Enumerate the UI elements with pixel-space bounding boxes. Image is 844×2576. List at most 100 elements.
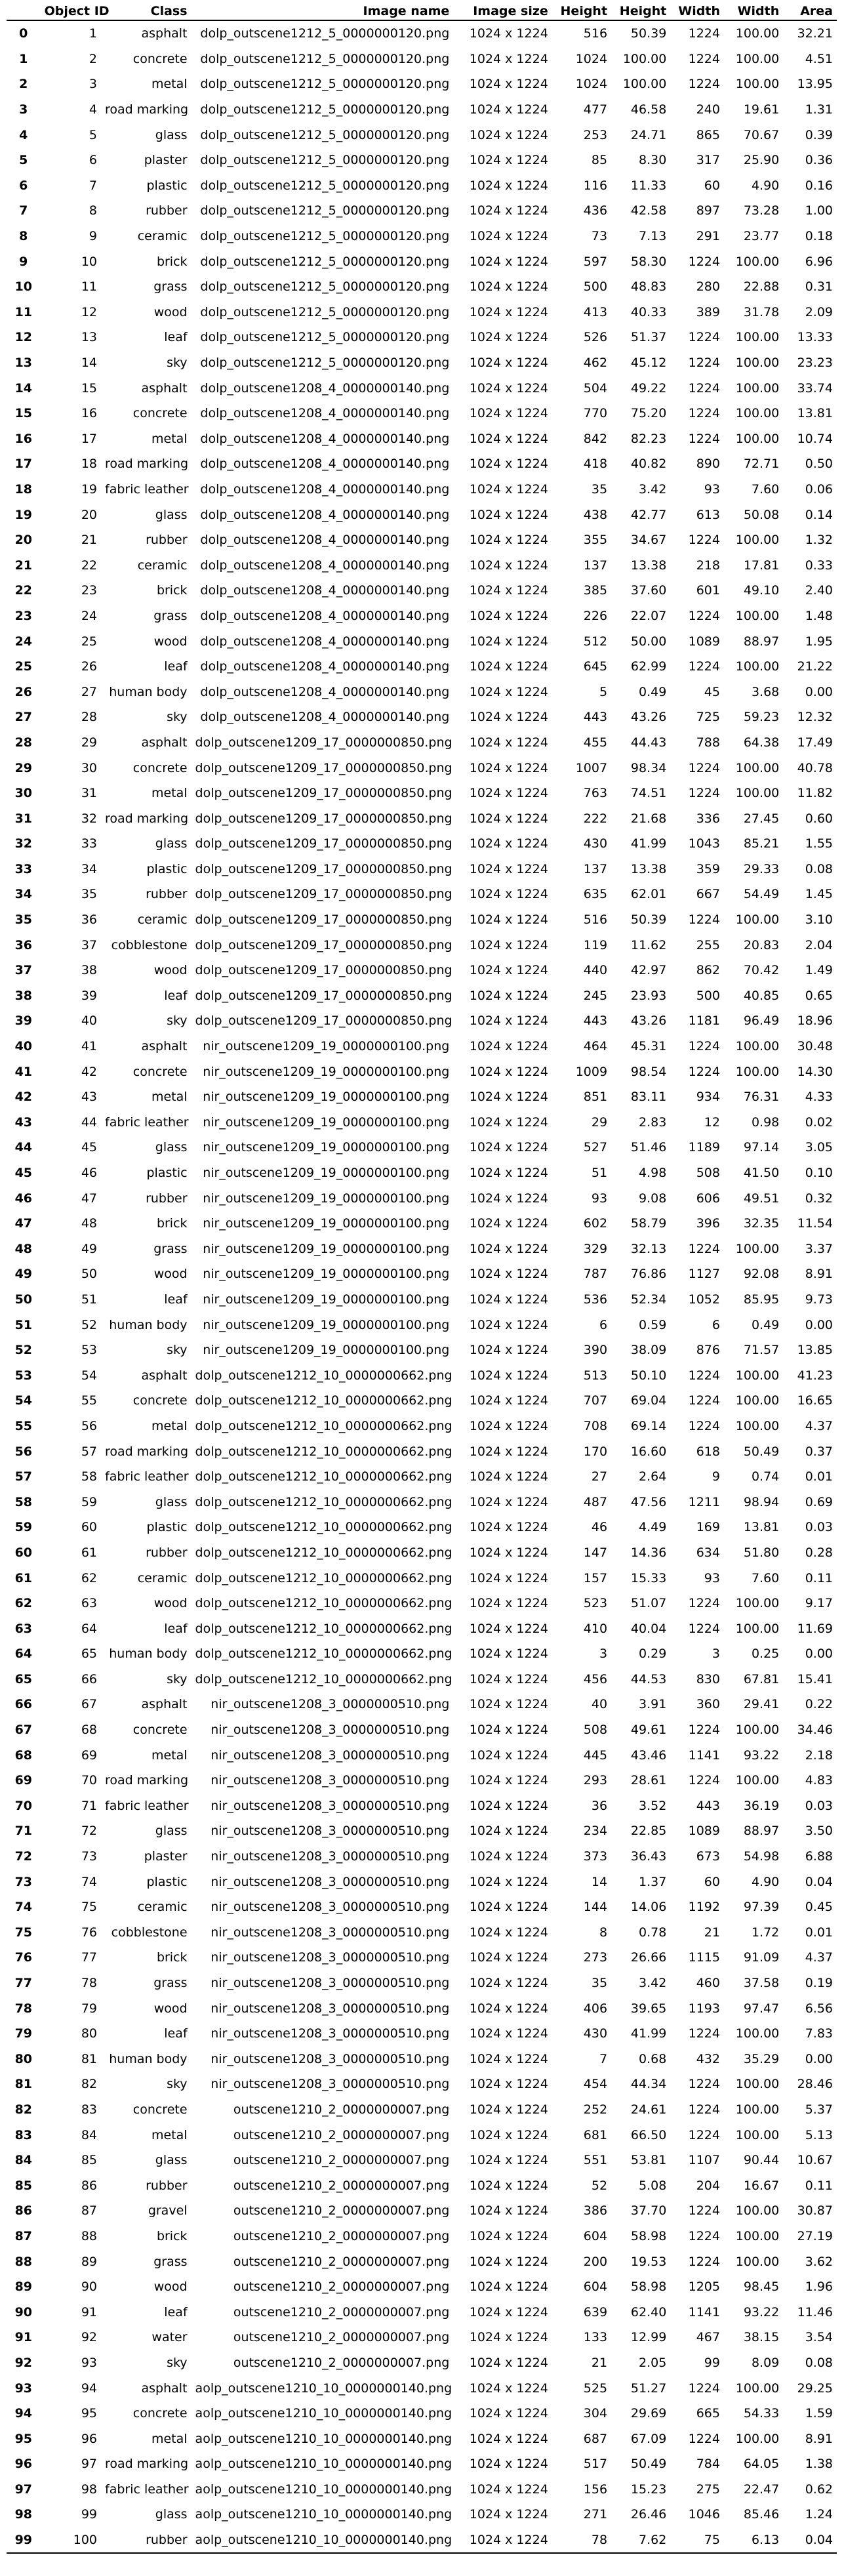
width-pct-cell: 100.00: [735, 51, 780, 66]
width-pct-cell: 0.74: [751, 1469, 780, 1484]
width-px-cell: 45: [704, 684, 720, 699]
image-name-cell: outscene1210_2_0000000007.png: [233, 2203, 450, 2218]
object-id-cell: 66: [81, 1671, 97, 1687]
col-header-index: [7, 3, 41, 21]
table-row: 72 73 plaster nir_outscene1208_3_0000000510…: [7, 1844, 837, 1870]
area-cell: 15.41: [797, 1671, 833, 1687]
width-pct-cell: 49.51: [743, 1191, 780, 1206]
object-id-cell: 49: [81, 1241, 97, 1256]
image-size-cell: 1024 x 1224: [469, 203, 548, 218]
height-px-cell: 500: [583, 279, 608, 295]
height-pct-cell: 58.98: [630, 2228, 667, 2243]
image-name-cell: dolp_outscene1212_5_0000000120.png: [200, 51, 450, 66]
image-size-cell: 1024 x 1224: [469, 2280, 548, 2295]
width-pct-cell: 100.00: [735, 431, 780, 446]
image-name-cell: dolp_outscene1212_10_0000000662.png: [195, 1469, 452, 1484]
height-pct-cell: 58.30: [630, 254, 667, 269]
image-name-cell: nir_outscene1208_3_0000000510.png: [211, 1773, 450, 1788]
table-row: 2 3 metal dolp_outscene1212_5_0000000120.pn…: [7, 72, 837, 97]
area-cell: 9.73: [805, 1292, 833, 1307]
class-cell: water: [151, 2330, 188, 2345]
table-row: 70 71 fabric leather nir_outscene1208_3_000…: [7, 1793, 837, 1819]
class-cell: glass: [155, 1824, 188, 1839]
height-pct-cell: 43.46: [630, 1748, 667, 1763]
table-row: 19 20 glass dolp_outscene1208_4_0000000140.…: [7, 502, 837, 527]
area-cell: 0.45: [805, 1900, 833, 1915]
height-pct-cell: 53.81: [630, 2153, 667, 2168]
table-row: 71 72 glass nir_outscene1208_3_0000000510.p…: [7, 1818, 837, 1844]
row-index: 18: [14, 481, 33, 497]
image-name-cell: dolp_outscene1208_4_0000000140.png: [200, 380, 450, 396]
area-cell: 1.45: [805, 887, 833, 902]
width-px-cell: 1192: [688, 1900, 720, 1915]
object-id-cell: 79: [81, 2001, 97, 2016]
image-size-cell: 1024 x 1224: [469, 1090, 548, 1105]
width-px-cell: 1224: [688, 2026, 720, 2041]
width-px-cell: 204: [696, 2178, 720, 2193]
width-px-cell: 1224: [688, 760, 720, 775]
image-name-cell: dolp_outscene1212_10_0000000662.png: [195, 1545, 452, 1560]
image-name-cell: outscene1210_2_0000000007.png: [233, 2228, 450, 2243]
row-index: 91: [14, 2330, 33, 2345]
object-id-cell: 37: [81, 937, 97, 952]
area-cell: 1.48: [805, 608, 833, 623]
width-px-cell: 1141: [688, 1748, 720, 1763]
image-size-cell: 1024 x 1224: [469, 254, 548, 269]
class-cell: leaf: [164, 988, 188, 1003]
row-index: 14: [14, 380, 33, 396]
col-header-width-pct: Width: [723, 3, 784, 21]
class-cell: fabric leather: [105, 481, 189, 497]
width-px-cell: 1224: [688, 2127, 720, 2142]
row-index: 49: [14, 1267, 33, 1282]
image-size-cell: 1024 x 1224: [469, 2203, 548, 2218]
class-cell: metal: [151, 77, 188, 92]
class-cell: plaster: [144, 153, 188, 168]
height-pct-cell: 51.46: [630, 1140, 667, 1155]
object-id-cell: 87: [81, 2203, 97, 2218]
height-pct-cell: 43.26: [630, 710, 667, 725]
height-px-cell: 245: [583, 988, 608, 1003]
col-header-height-pct: Height: [611, 3, 671, 21]
height-px-cell: 156: [583, 2482, 608, 2497]
object-id-cell: 69: [81, 1748, 97, 1763]
class-cell: glass: [155, 507, 188, 522]
row-index: 10: [14, 279, 33, 295]
table-row: 93 94 asphalt aolp_outscene1210_10_00000001…: [7, 2375, 837, 2401]
width-px-cell: 1224: [688, 330, 720, 345]
height-pct-cell: 75.20: [630, 406, 667, 421]
height-px-cell: 513: [583, 1368, 608, 1383]
row-index: 22: [14, 583, 33, 598]
class-cell: rubber: [146, 2178, 188, 2193]
table-row: 60 61 rubber dolp_outscene1212_10_000000066…: [7, 1540, 837, 1566]
height-px-cell: 157: [583, 1570, 608, 1585]
area-cell: 41.23: [797, 1368, 833, 1383]
height-px-cell: 385: [583, 583, 608, 598]
table-row: 65 66 sky dolp_outscene1212_10_0000000662.p…: [7, 1667, 837, 1692]
class-cell: brick: [156, 1950, 188, 1965]
image-size-cell: 1024 x 1224: [469, 786, 548, 801]
image-size-cell: 1024 x 1224: [469, 2102, 548, 2117]
height-px-cell: 602: [583, 1216, 608, 1231]
height-px-cell: 639: [583, 2304, 608, 2320]
height-px-cell: 78: [552, 2527, 612, 2554]
width-px-cell: 1141: [688, 2304, 720, 2320]
object-id-cell: 74: [81, 1874, 97, 1889]
width-pct-cell: 100.00: [735, 1241, 780, 1256]
image-name-cell: aolp_outscene1210_10_0000000140.png: [195, 2406, 452, 2421]
area-cell: 30.87: [797, 2203, 833, 2218]
height-px-cell: 35: [591, 481, 608, 497]
class-cell: plastic: [146, 1874, 188, 1889]
height-pct-cell: 3.91: [639, 1697, 667, 1712]
area-cell: 12.32: [797, 710, 833, 725]
row-index: 69: [14, 1773, 33, 1788]
image-name-cell: dolp_outscene1212_10_0000000662.png: [195, 1570, 452, 1585]
image-name-cell: dolp_outscene1209_17_0000000850.png: [195, 760, 452, 775]
width-pct-cell: 7.60: [751, 481, 780, 497]
width-px-cell: 21: [704, 1925, 720, 1940]
row-index: 50: [14, 1292, 33, 1307]
width-pct-cell: 93.22: [743, 2304, 780, 2320]
width-px-cell: 93: [704, 481, 720, 497]
object-id-cell: 57: [81, 1444, 97, 1459]
object-id-cell: 17: [81, 431, 97, 446]
table-row: 21 22 ceramic dolp_outscene1208_4_000000014…: [7, 552, 837, 578]
